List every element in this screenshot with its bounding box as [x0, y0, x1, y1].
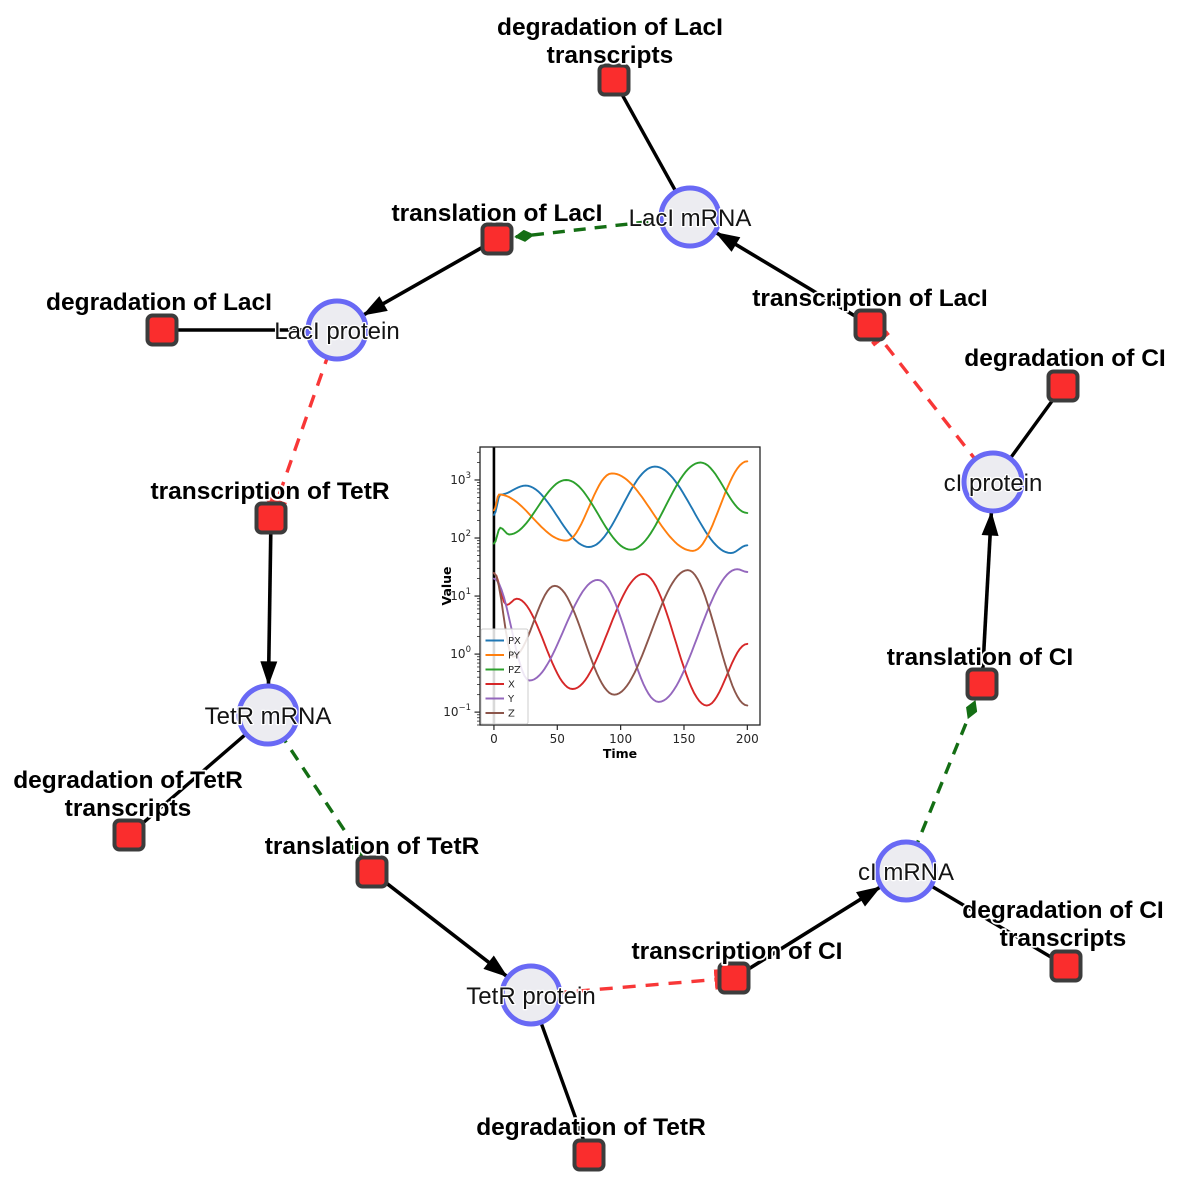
- edge-tl-ci-ci-protein: [980, 511, 999, 685]
- species-label-tetr-mrna: TetR mRNA: [205, 703, 332, 730]
- chart-y-tick-label: 102: [450, 529, 471, 545]
- chart-legend: [480, 628, 529, 725]
- edges-layer: [127, 79, 1067, 1156]
- species-node-laci-mrna[interactable]: [658, 185, 722, 249]
- legend-entry-Z: Z: [508, 709, 515, 720]
- reaction-nodes-layer: [112, 63, 1083, 1172]
- reaction-node-tx-laci[interactable]: [853, 308, 887, 342]
- chart-x-tick-label: 0: [490, 732, 498, 746]
- species-node-laci-protein[interactable]: [305, 298, 369, 362]
- legend-entry-X: X: [508, 680, 515, 691]
- chart-y-tick-label: 101: [450, 587, 471, 603]
- labels-layer: degradation of LacItranscriptstranslatio…: [11, 12, 1167, 1143]
- reaction-node-deg-ci[interactable]: [1046, 369, 1080, 403]
- reaction-label-deg-tetr-tx: degradation of TetR: [13, 767, 243, 794]
- reaction-label-deg-laci-tx: degradation of LacI: [497, 14, 723, 41]
- reaction-label-deg-laci: degradation of LacI: [46, 289, 272, 316]
- edge-tx-laci-laci-mrna: [715, 231, 871, 327]
- reaction-node-tx-tetr[interactable]: [254, 501, 288, 535]
- reaction-label-tl-ci: translation of CI: [887, 644, 1073, 671]
- y-axis-label: Value: [439, 566, 454, 605]
- species-node-ci-mrna[interactable]: [874, 839, 938, 903]
- legend-entry-PZ: PZ: [508, 665, 521, 676]
- chart-series-PZ: [492, 461, 749, 551]
- chart-series-X: [492, 572, 749, 707]
- chart-series-PX: [492, 465, 749, 555]
- reaction-node-tx-ci[interactable]: [717, 961, 751, 995]
- species-label-tetr-protein: TetR protein: [466, 983, 595, 1010]
- edge-tx-tetr-tetr-mrna: [260, 517, 278, 686]
- species-label-laci-protein: LacI protein: [274, 318, 399, 345]
- reaction-label-deg-tetr: degradation of TetR: [476, 1114, 706, 1141]
- chart-y-tick-label: 10−1: [443, 703, 471, 719]
- reaction-node-deg-laci-tx[interactable]: [597, 63, 631, 97]
- reaction-label-tx-tetr: transcription of TetR: [150, 478, 389, 505]
- reaction-label-deg-ci-tx: degradation of CI: [962, 897, 1163, 924]
- legend-entry-PY: PY: [508, 651, 521, 662]
- chart-series-Z: [492, 569, 749, 707]
- species-label-ci-protein: cI protein: [944, 470, 1043, 497]
- species-label-laci-mrna: LacI mRNA: [629, 205, 752, 232]
- reaction-node-deg-tetr-tx[interactable]: [112, 818, 146, 852]
- reaction-label-deg-tetr-tx: transcripts: [65, 795, 192, 822]
- reaction-node-deg-laci[interactable]: [145, 313, 179, 347]
- species-node-tetr-mrna[interactable]: [236, 683, 300, 747]
- chart-y-tick-label: 100: [450, 645, 471, 661]
- reaction-label-tx-laci: transcription of LacI: [752, 285, 988, 312]
- chart-x-tick-label: 200: [736, 732, 759, 746]
- x-axis-label: Time: [603, 746, 637, 761]
- chart-x-tick-label: 50: [550, 732, 565, 746]
- edge-tl-laci-laci-protein: [362, 237, 498, 317]
- reaction-label-deg-ci: degradation of CI: [964, 345, 1165, 372]
- edge-tx-ci-ci-mrna: [733, 885, 882, 980]
- reaction-label-tl-tetr: translation of TetR: [265, 833, 480, 860]
- species-nodes-layer: [236, 185, 1025, 1027]
- edge-tl-tetr-tetr-protein: [370, 870, 508, 978]
- reaction-label-tx-ci: transcription of CI: [632, 938, 843, 965]
- legend-entry-PX: PX: [508, 636, 521, 647]
- reaction-node-tl-tetr[interactable]: [355, 855, 389, 889]
- chart-y-tick-label: 103: [450, 471, 471, 487]
- chart-series-layer: [492, 460, 749, 707]
- chart-x-tick-label: 100: [609, 732, 632, 746]
- reaction-node-tl-ci[interactable]: [965, 667, 999, 701]
- reaction-node-deg-tetr[interactable]: [572, 1138, 606, 1172]
- reaction-node-deg-ci-tx[interactable]: [1049, 949, 1083, 983]
- species-label-ci-mrna: cI mRNA: [858, 859, 954, 886]
- timeseries-inset-chart: 0 50 100 150 200 10−1 100 101 102 103 Time Value PX P…: [439, 446, 761, 761]
- species-node-tetr-protein[interactable]: [499, 963, 563, 1027]
- reaction-label-deg-ci-tx: transcripts: [1000, 925, 1127, 952]
- reaction-label-deg-laci-tx: transcripts: [547, 42, 674, 69]
- chart-series-Y: [492, 568, 749, 703]
- legend-entry-Y: Y: [507, 694, 515, 705]
- chart-x-tick-label: 150: [673, 732, 696, 746]
- chart-frame: [479, 446, 761, 726]
- reaction-node-tl-laci[interactable]: [480, 222, 514, 256]
- reaction-label-tl-laci: translation of LacI: [391, 200, 602, 227]
- species-node-ci-protein[interactable]: [961, 450, 1025, 514]
